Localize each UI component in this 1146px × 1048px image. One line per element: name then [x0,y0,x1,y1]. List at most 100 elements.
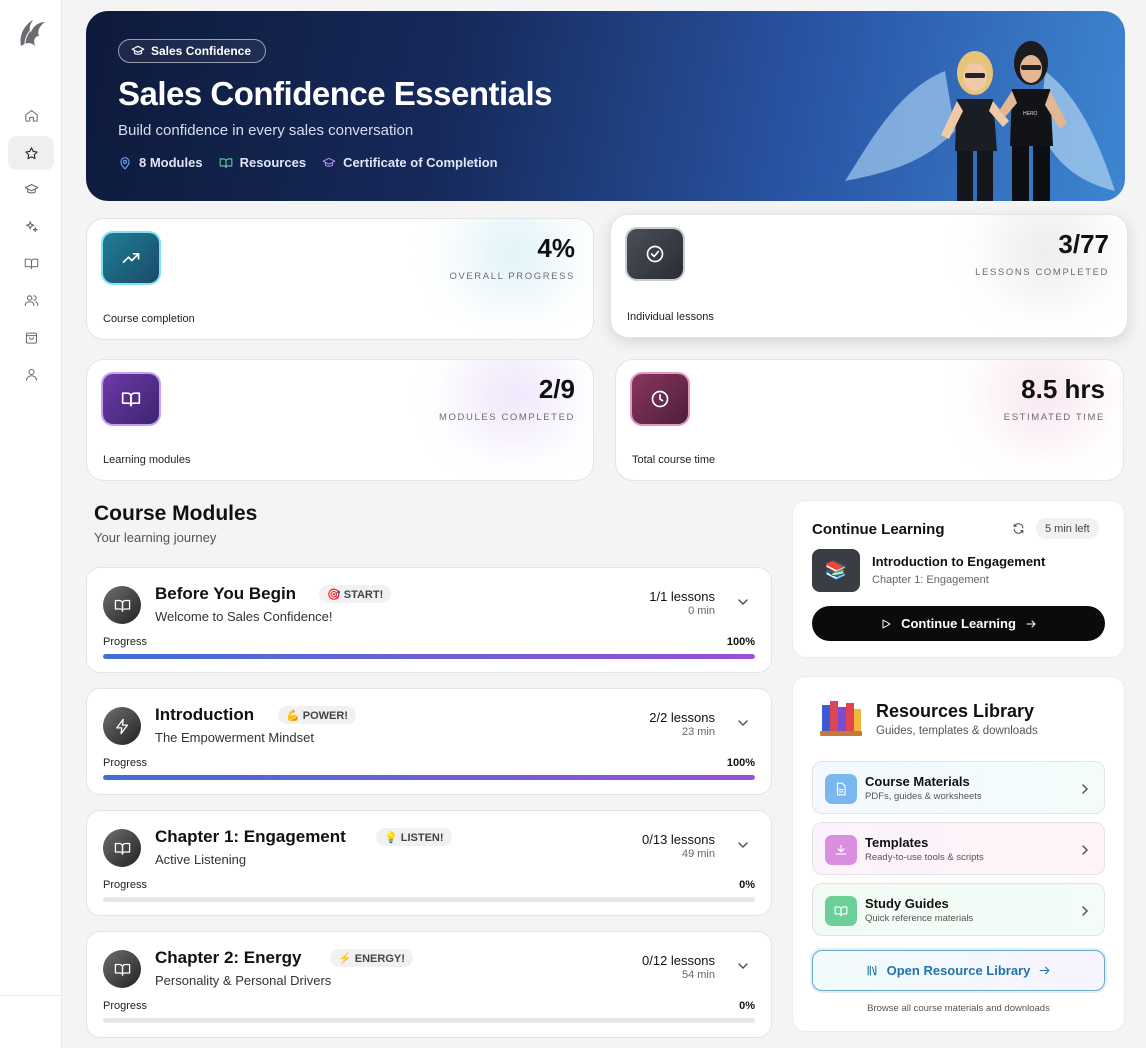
stat-caption: Individual lessons [627,311,714,323]
resources-subtitle: Guides, templates & downloads [876,725,1038,737]
stat-value: 8.5 hrs [1021,374,1105,404]
resource-subtitle: Quick reference materials [865,913,974,924]
app-logo[interactable] [15,16,47,50]
progress-label: Progress [103,1000,148,1012]
open-resource-library-button[interactable]: Open Resource Library [812,950,1105,991]
resource-subtitle: Ready-to-use tools & scripts [865,852,984,863]
resource-item-templates[interactable]: Templates Ready-to-use tools & scripts [812,822,1105,875]
sparkles-icon [25,220,38,232]
book-open-icon [219,157,232,168]
module-title: Chapter 1: Engagement [155,827,346,846]
lesson-thumbnail: 📚 [812,549,860,592]
resource-item-course-materials[interactable]: Course Materials PDFs, guides & workshee… [812,761,1105,814]
module-tag: 🎯 START! [319,585,392,603]
module-duration: 0 min [688,605,715,617]
module-subtitle: Active Listening [155,852,247,867]
svg-text:HERO: HERO [1023,111,1038,117]
book-open-icon [114,963,130,976]
download-icon [835,844,847,855]
module-lessons: 0/13 lessons [642,832,715,847]
badge-label: Sales Confidence [151,44,252,58]
nav-courses[interactable] [8,172,54,206]
progress-fill [103,654,755,659]
books-icon [820,701,862,736]
book-open-icon [114,842,130,855]
file-icon [836,782,846,796]
nav-library[interactable] [8,246,54,280]
hero-illustration: HERO [845,41,1115,201]
module-icon [103,586,141,624]
resource-title: Study Guides [865,896,949,911]
trending-up-icon [122,253,140,263]
resource-icon-box [825,774,857,804]
stat-label: OVERALL PROGRESS [449,271,575,282]
nav-home[interactable] [8,98,54,132]
stat-label: LESSONS COMPLETED [975,267,1109,278]
stat-icon-box [632,374,688,424]
module-tag: ⚡ ENERGY! [330,949,413,967]
chevron-right-icon [1082,845,1089,855]
stat-value: 3/77 [1058,229,1109,259]
chevron-down-icon[interactable] [737,717,749,729]
module-icon [103,950,141,988]
module-card[interactable]: Chapter 2: Energy ⚡ ENERGY! Personality … [86,931,772,1038]
nav-profile[interactable] [8,357,54,391]
course-subtitle: Build confidence in every sales conversa… [118,122,414,139]
module-icon [103,829,141,867]
lightning-icon [115,718,128,734]
main-content: Sales Confidence Sales Confidence Essent… [62,0,1146,1048]
book-open-icon [834,906,848,917]
resource-item-study-guides[interactable]: Study Guides Quick reference materials [812,883,1105,936]
chevron-right-icon [1082,906,1089,916]
resource-title: Templates [865,835,929,850]
progress-percent: 0% [739,1000,755,1012]
continue-title: Continue Learning [812,521,945,538]
module-card[interactable]: Before You Begin 🎯 START! Welcome to Sal… [86,567,772,673]
resource-icon-box [825,896,857,926]
stat-caption: Total course time [632,454,716,466]
module-lessons: 2/2 lessons [649,710,715,725]
stat-caption: Course completion [103,313,195,325]
continue-learning-panel: Continue Learning 5 min left 📚 Introduct… [792,500,1125,658]
resource-title: Course Materials [865,774,970,789]
library-icon [867,965,876,976]
section-title: Course Modules [94,502,258,525]
books-icon: 📚 [824,560,848,580]
nav-sparkles[interactable] [8,209,54,243]
chevron-down-icon[interactable] [737,839,749,851]
check-circle-icon [646,245,664,263]
module-card[interactable]: Introduction 💪 POWER! The Empowerment Mi… [86,688,772,795]
stat-icon-box [103,233,159,283]
stat-label: MODULES COMPLETED [439,412,575,423]
progress-percent: 0% [739,879,755,891]
course-hero-banner: Sales Confidence Sales Confidence Essent… [86,11,1125,201]
stat-icon-box [627,229,683,279]
progress-fill [103,775,755,780]
module-title: Introduction [155,705,255,724]
module-lessons: 1/1 lessons [649,589,715,604]
graduation-cap-icon [131,45,145,55]
chevron-down-icon[interactable] [737,960,749,972]
module-tag: 💡 LISTEN! [376,828,452,846]
book-open-icon [114,599,130,612]
refresh-icon[interactable] [1012,522,1025,535]
progress-bar [103,775,755,780]
time-left-badge: 5 min left [1036,518,1099,539]
module-duration: 54 min [681,969,715,981]
progress-bar [103,654,755,659]
nav-favorites[interactable] [8,136,54,170]
chevron-down-icon[interactable] [737,596,749,608]
users-icon [24,294,38,306]
resources-title: Resources Library [876,701,1035,721]
current-lesson-title: Introduction to Engagement [872,554,1046,569]
module-subtitle: The Empowerment Mindset [155,730,314,745]
module-card[interactable]: Chapter 1: Engagement 💡 LISTEN! Active L… [86,810,772,916]
shopping-bag-icon [25,332,37,344]
nav-community[interactable] [8,283,54,317]
continue-learning-button[interactable]: Continue Learning [812,606,1105,641]
progress-percent: 100% [726,636,755,648]
graduation-cap-icon [24,183,38,193]
module-lessons: 0/12 lessons [642,953,715,968]
nav-shop[interactable] [8,320,54,354]
stat-card-modules-completed: 2/9 MODULES COMPLETED Learning modules [86,359,594,481]
